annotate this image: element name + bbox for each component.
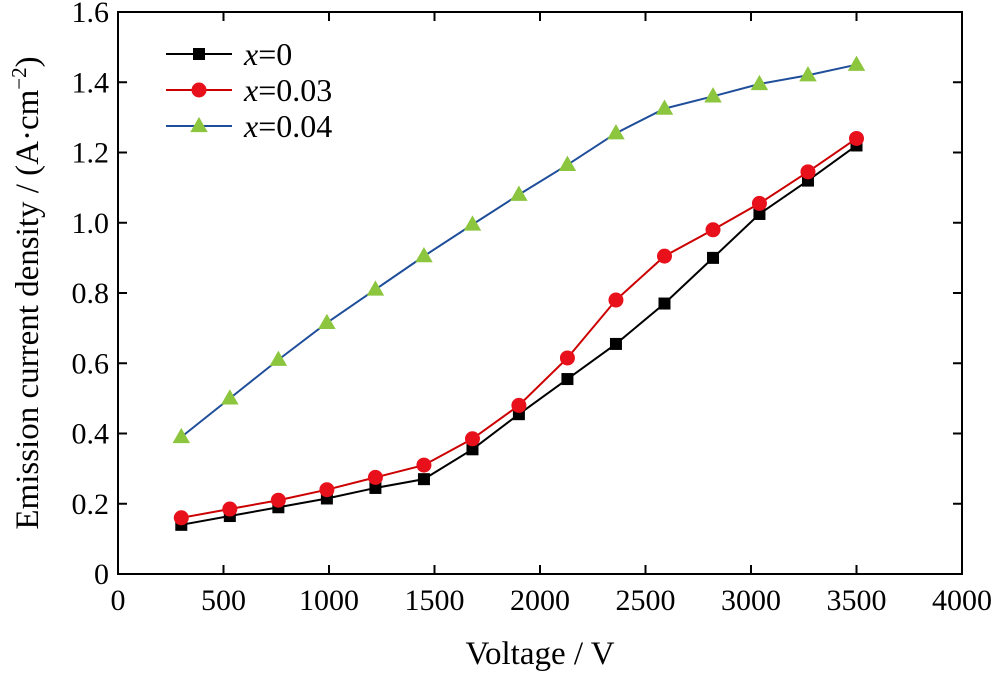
- data-point: [800, 164, 816, 180]
- y-axis-title-superscript: −2: [7, 67, 31, 89]
- data-point: [607, 124, 625, 140]
- legend-label-value: =0.03: [258, 72, 332, 108]
- data-point: [753, 207, 766, 220]
- series-1: [173, 130, 864, 526]
- legend-label-value: =0.04: [258, 108, 332, 144]
- legend-item: x=0.03: [166, 72, 332, 108]
- data-point: [222, 501, 238, 517]
- x-tick-label: 0: [111, 584, 126, 617]
- data-point: [608, 292, 624, 308]
- x-tick-label: 500: [201, 584, 246, 617]
- y-tick-label: 1.0: [72, 207, 110, 240]
- legend-marker: [190, 116, 208, 133]
- y-axis-title-main: Emission current density / (A·cm: [10, 89, 46, 529]
- data-point: [559, 350, 575, 366]
- y-tick-label: 0.2: [72, 488, 110, 521]
- data-point: [366, 280, 385, 296]
- y-axis-title: Emission current density / (A·cm−2): [7, 56, 46, 529]
- series-2: [172, 55, 866, 444]
- y-tick-label: 1.4: [72, 66, 110, 99]
- x-tick-label: 1000: [299, 584, 359, 617]
- x-tick-label: 2000: [510, 584, 570, 617]
- data-point: [558, 155, 577, 171]
- legend-label: x=0.04: [243, 108, 332, 144]
- data-point: [751, 195, 767, 211]
- data-point: [705, 222, 721, 238]
- data-point: [799, 66, 817, 82]
- legend-marker: [191, 82, 207, 98]
- legend-label-value: =0: [258, 36, 292, 72]
- data-point: [511, 397, 527, 413]
- legend-marker: [193, 48, 205, 60]
- legend-label: x=0: [243, 36, 292, 72]
- x-tick-label: 2500: [616, 584, 676, 617]
- data-point: [369, 481, 382, 494]
- x-tick-label: 3000: [721, 584, 781, 617]
- y-tick-label: 1.6: [72, 0, 110, 29]
- data-point: [172, 427, 191, 444]
- y-tick-label: 1.2: [72, 137, 110, 170]
- data-point: [510, 185, 528, 201]
- y-tick-label: 0.8: [72, 277, 110, 310]
- legend: x=0x=0.03x=0.04: [166, 36, 332, 144]
- legend-label-variable: x: [243, 72, 258, 108]
- x-tick-label: 4000: [932, 584, 992, 617]
- x-axis-title: Voltage / V: [465, 636, 614, 672]
- legend-label: x=0.03: [243, 72, 332, 108]
- data-point: [318, 313, 336, 330]
- x-tick-label: 3500: [827, 584, 887, 617]
- data-point: [609, 337, 622, 350]
- data-point: [658, 297, 671, 310]
- data-point: [173, 510, 189, 526]
- series-layer: [172, 55, 866, 531]
- legend-label-variable: x: [243, 108, 258, 144]
- data-point: [464, 431, 480, 447]
- axis-ticks: 0 500 1000 1500 2000 2500 3000 3500 4000 0 0.2 0.4 0…: [72, 0, 993, 617]
- y-tick-label: 0: [94, 558, 109, 591]
- data-point: [561, 373, 574, 386]
- data-point: [655, 99, 674, 115]
- data-point: [319, 482, 335, 498]
- data-point: [270, 492, 286, 508]
- data-point: [367, 469, 383, 485]
- data-point: [416, 457, 432, 473]
- data-point: [750, 74, 769, 91]
- y-tick-label: 0.4: [72, 418, 110, 451]
- legend-item: x=0: [166, 36, 292, 72]
- data-point: [704, 87, 722, 103]
- data-point: [847, 55, 866, 71]
- data-point: [656, 248, 672, 264]
- legend-item: x=0.04: [166, 108, 332, 144]
- x-tick-label: 1500: [405, 584, 465, 617]
- data-point: [849, 130, 864, 146]
- data-point: [269, 350, 288, 366]
- data-point: [221, 389, 239, 405]
- data-point: [463, 215, 482, 231]
- data-point: [466, 443, 479, 456]
- y-axis-title-suffix: ): [10, 56, 46, 67]
- y-tick-label: 0.6: [72, 347, 110, 380]
- data-point: [415, 247, 433, 263]
- legend-label-variable: x: [243, 36, 258, 72]
- data-point: [707, 251, 720, 264]
- data-point: [417, 473, 430, 486]
